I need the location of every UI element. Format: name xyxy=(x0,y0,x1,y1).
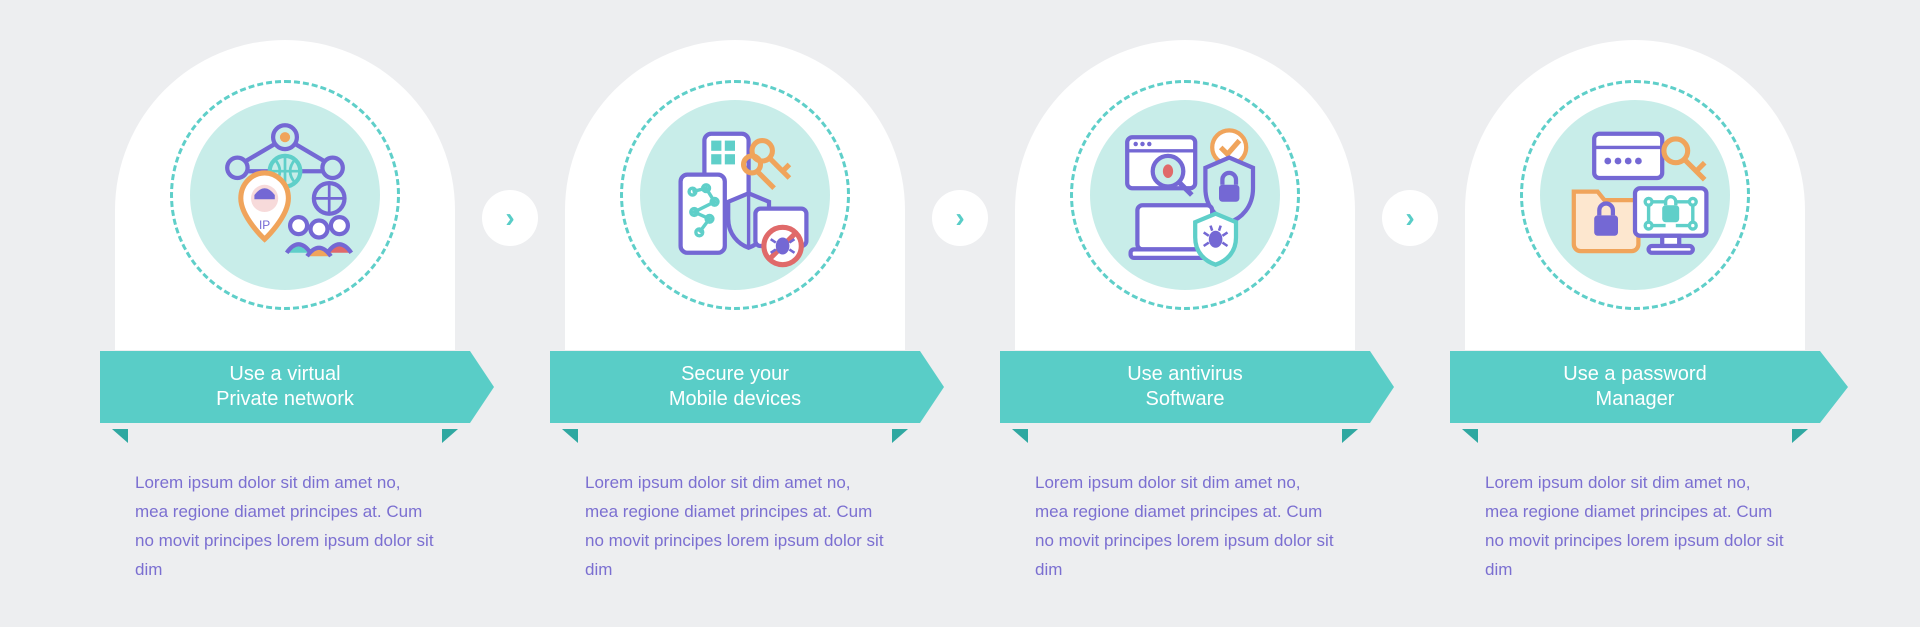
mobile-security-icon xyxy=(650,110,820,280)
ribbon-fold-right xyxy=(1342,429,1358,443)
step-ribbon: Use antivirusSoftware xyxy=(1000,351,1370,423)
ribbon-fold-right xyxy=(1792,429,1808,443)
dashed-circle xyxy=(620,80,850,310)
ribbon-fold-right xyxy=(442,429,458,443)
step-description: Lorem ipsum dolor sit dim amet no, mea r… xyxy=(585,469,885,585)
ribbon-fold-right xyxy=(892,429,908,443)
connector: › xyxy=(1370,40,1450,246)
icon-circle: IP xyxy=(190,100,380,290)
step-arch xyxy=(565,40,905,350)
step-description: Lorem ipsum dolor sit dim amet no, mea r… xyxy=(135,469,435,585)
step-description: Lorem ipsum dolor sit dim amet no, mea r… xyxy=(1035,469,1335,585)
password-manager-icon xyxy=(1550,110,1720,280)
infographic-row: IP Use a virtualPrivate n xyxy=(100,40,1820,585)
step-arch xyxy=(1465,40,1805,350)
chevron-right-icon: › xyxy=(482,190,538,246)
svg-text:IP: IP xyxy=(259,218,270,232)
ribbon-wrap: Secure yourMobile devices .step:nth-chil… xyxy=(550,345,920,435)
step-2: Secure yourMobile devices .step:nth-chil… xyxy=(550,40,920,585)
ribbon-fold-left xyxy=(562,429,578,443)
ribbon-text: Use antivirusSoftware xyxy=(1127,362,1243,412)
step-ribbon: Use a passwordManager xyxy=(1450,351,1820,423)
step-1: IP Use a virtualPrivate n xyxy=(100,40,470,585)
step-ribbon: Secure yourMobile devices xyxy=(550,351,920,423)
ribbon-fold-left xyxy=(1012,429,1028,443)
chevron-right-icon: › xyxy=(932,190,988,246)
ribbon-fold-left xyxy=(112,429,128,443)
connector: › xyxy=(470,40,550,246)
ribbon-wrap: Use a virtualPrivate network .step:nth-c… xyxy=(100,345,470,435)
icon-circle xyxy=(1540,100,1730,290)
antivirus-icon xyxy=(1100,110,1270,280)
step-3: Use antivirusSoftware .step:nth-child(5)… xyxy=(1000,40,1370,585)
ribbon-fold-left xyxy=(1462,429,1478,443)
step-4: Use a passwordManager .step:nth-child(7)… xyxy=(1450,40,1820,585)
step-arch: IP xyxy=(115,40,455,350)
dashed-circle xyxy=(1070,80,1300,310)
ribbon-text: Use a virtualPrivate network xyxy=(216,362,354,412)
dashed-circle xyxy=(1520,80,1750,310)
vpn-icon: IP xyxy=(200,110,370,280)
step-ribbon: Use a virtualPrivate network xyxy=(100,351,470,423)
ribbon-wrap: Use antivirusSoftware .step:nth-child(5)… xyxy=(1000,345,1370,435)
icon-circle xyxy=(640,100,830,290)
dashed-circle: IP xyxy=(170,80,400,310)
icon-circle xyxy=(1090,100,1280,290)
chevron-right-icon: › xyxy=(1382,190,1438,246)
ribbon-text: Secure yourMobile devices xyxy=(669,362,801,412)
ribbon-text: Use a passwordManager xyxy=(1563,362,1706,412)
step-description: Lorem ipsum dolor sit dim amet no, mea r… xyxy=(1485,469,1785,585)
ribbon-wrap: Use a passwordManager .step:nth-child(7)… xyxy=(1450,345,1820,435)
step-arch xyxy=(1015,40,1355,350)
connector: › xyxy=(920,40,1000,246)
